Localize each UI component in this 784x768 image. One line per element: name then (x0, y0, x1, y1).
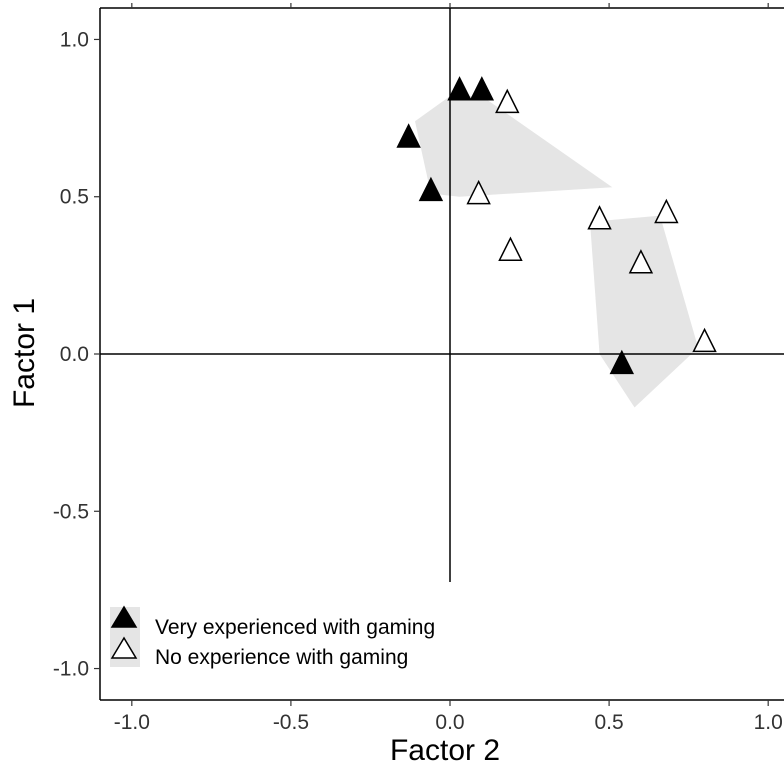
legend-label: Very experienced with gaming (155, 616, 435, 639)
filled-triangle-point (609, 349, 635, 375)
y-tick-label: 0.0 (60, 343, 89, 366)
cluster-regions (415, 96, 699, 408)
open-triangle-point (495, 88, 520, 114)
legend: Very experienced with gaming No experien… (110, 605, 435, 669)
y-axis-title: Factor 1 (8, 298, 41, 408)
x-tick-label: 0.5 (594, 711, 623, 734)
cluster-region (415, 96, 613, 197)
filled-triangle-point (447, 76, 472, 101)
x-tick-label: -1.0 (114, 711, 150, 734)
filled-triangle-point (418, 176, 444, 202)
legend-marker-filled-triangle (110, 605, 138, 628)
x-tick-label: 1.0 (754, 711, 783, 734)
cluster-region (590, 215, 699, 408)
legend-marker-open-triangle (110, 636, 138, 659)
open-triangle-point (654, 198, 679, 224)
filled-triangle-point (396, 123, 421, 148)
open-triangle-point (466, 179, 491, 205)
y-axis-ticks: 1.0 0.5 0.0 -0.5 -1.0 (53, 28, 100, 681)
x-tick-label: -0.5 (273, 711, 309, 734)
y-tick-label: 0.5 (60, 186, 89, 209)
y-tick-label: 1.0 (60, 28, 89, 51)
reference-lines (100, 8, 784, 582)
data-points (396, 76, 717, 375)
filled-triangle-point (469, 76, 495, 101)
x-axis-title: Factor 2 (390, 734, 500, 767)
open-triangle-point (628, 249, 654, 274)
open-triangle-point (692, 327, 717, 353)
x-axis-ticks: -1.0 -0.5 0.0 0.5 1.0 (114, 3, 783, 734)
open-triangle-point (587, 205, 612, 230)
open-triangle-point (498, 236, 523, 261)
legend-label: No experience with gaming (155, 646, 408, 669)
y-tick-label: -0.5 (53, 500, 89, 523)
y-tick-label: -1.0 (53, 658, 89, 681)
x-tick-label: 0.0 (435, 711, 464, 734)
